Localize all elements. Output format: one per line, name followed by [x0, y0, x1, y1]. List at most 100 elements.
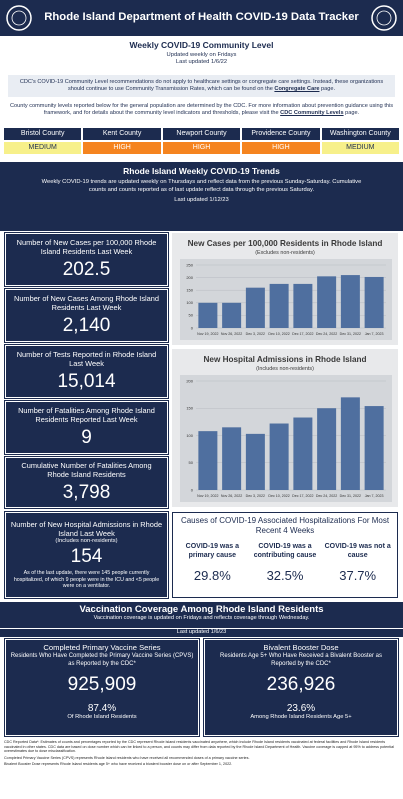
community-updated: Updated weekly on Fridays — [166, 52, 237, 58]
causes-list: COVID-19 was a primary cause 29.8% COVID-1… — [176, 543, 394, 583]
vaccine-title: Completed Primary Vaccine Series — [43, 643, 161, 652]
card-label: Number of New Cases per 100,000 Rhode Is… — [16, 238, 157, 256]
cause-label: COVID-19 was a primary cause — [185, 543, 239, 559]
x-tick-label: Dec 31, 2022 — [340, 494, 361, 498]
bar — [364, 276, 384, 328]
cause-value: 32.5% — [266, 568, 304, 583]
bar — [222, 427, 242, 490]
cause-value: 29.8% — [193, 568, 231, 583]
cause: COVID-19 was a primary cause 29.8% — [176, 543, 249, 583]
county-name: Kent County — [82, 127, 162, 141]
community-title: Weekly COVID-19 Community Level — [129, 40, 274, 50]
x-tick-label: Jan 7, 2023 — [365, 332, 384, 336]
bar — [317, 408, 337, 490]
y-tick-label: 200 — [186, 275, 193, 280]
chart-title: New Cases per 100,000 Residents in Rhode… — [188, 239, 383, 248]
bar — [364, 406, 384, 490]
cause-value: 37.7% — [339, 568, 377, 583]
footnote: Completed Primary Vaccine Series (CPVS) … — [4, 755, 250, 760]
vaccination-last-updated: Last updated 1/6/23 — [0, 629, 403, 637]
trends-title: Rhode Island Weekly COVID-19 Trends — [123, 166, 280, 176]
y-tick-label: 250 — [186, 262, 193, 267]
x-tick-label: Dec 10, 2022 — [268, 332, 289, 336]
y-tick-label: 150 — [186, 406, 193, 411]
card-value: 3,798 — [62, 482, 111, 503]
x-tick-label: Dec 10, 2022 — [268, 494, 289, 498]
x-tick-label: Dec 17, 2022 — [292, 494, 313, 498]
text: page. — [319, 86, 336, 92]
chart: New Cases per 100,000 Residents in Rhode… — [172, 233, 398, 345]
text: CDC's COVID-19 Community Level recommend… — [19, 79, 384, 92]
card-note: (Includes non-residents) — [55, 538, 118, 545]
causes-title: Causes of COVID-19 Associated Hospitaliz… — [180, 516, 390, 535]
vaccine-percent: 23.6% — [286, 703, 316, 714]
notice: CDC's COVID-19 Community Level recommend… — [8, 75, 395, 97]
x-tick-label: Nov 26, 2022 — [221, 494, 242, 498]
x-tick-label: Dec 24, 2022 — [316, 494, 337, 498]
cause-label: COVID-19 was not a cause — [324, 543, 391, 559]
county-level: MEDIUM — [3, 141, 83, 155]
logo — [6, 5, 32, 31]
bar — [340, 275, 360, 328]
county-table: Bristol County MEDIUM Kent County HIGH Newpo… — [3, 127, 401, 155]
vaccine-subtitle: Residents Who Have Completed the Primary… — [10, 653, 194, 667]
county: Bristol County MEDIUM — [3, 127, 83, 155]
county: Washington County MEDIUM — [320, 127, 401, 155]
x-tick-label: Dec 3, 2022 — [246, 332, 265, 336]
county: Providence County HIGH — [241, 127, 321, 155]
card-label: Number of New Cases Among Rhode Island R… — [13, 294, 159, 312]
county: Kent County HIGH — [82, 127, 162, 155]
card-value: 9 — [81, 427, 92, 448]
county: Newport County HIGH — [161, 127, 242, 155]
x-tick-label: Jan 7, 2023 — [365, 494, 384, 498]
y-tick-label: 50 — [189, 313, 194, 318]
vaccination-description: Vaccination coverage is updated on Frida… — [93, 615, 310, 621]
vaccine-percent-label: Among Rhode Island Residents Age 5+ — [250, 714, 352, 720]
y-tick-label: 200 — [186, 378, 193, 383]
footnotes: CDC Reported Data*: Estimates of counts … — [4, 740, 399, 769]
vaccine-card: Completed Primary Vaccine Series Resident… — [4, 638, 200, 737]
link[interactable]: Congregate Care — [274, 86, 320, 92]
stat-card: Cumulative Number of Fatalities Among Rh… — [4, 456, 169, 509]
text: County community levels reported below f… — [9, 103, 394, 116]
y-tick-label: 0 — [191, 325, 194, 330]
bar — [245, 433, 265, 490]
bar — [340, 397, 360, 490]
x-tick-label: Dec 24, 2022 — [316, 332, 337, 336]
logo — [371, 5, 397, 31]
bar — [245, 287, 265, 328]
vaccine-value: 925,909 — [67, 674, 137, 695]
bar — [198, 302, 218, 328]
county-level: MEDIUM — [320, 141, 401, 155]
stat-card: Number of Fatalities Among Rhode Island … — [4, 400, 169, 455]
chart-subtitle: (Excludes non-residents) — [255, 250, 315, 256]
vaccination-header: Vaccination Coverage Among Rhode Island … — [0, 602, 403, 628]
vaccine-subtitle: Residents Age 5+ Who Have Received a Biv… — [220, 653, 382, 667]
card-label: Cumulative Number of Fatalities Among Rh… — [21, 461, 152, 479]
card-detail: As of the last update, there were 145 pe… — [13, 570, 160, 590]
bar — [317, 276, 337, 328]
causes-card: Causes of COVID-19 Associated Hospitaliz… — [172, 512, 398, 598]
card-label: Number of Fatalities Among Rhode Island … — [18, 406, 155, 424]
cause: COVID-19 was a contributing cause 32.5% — [249, 543, 322, 583]
x-tick-label: Nov 19, 2022 — [197, 332, 218, 336]
y-tick-label: 100 — [186, 300, 193, 305]
x-tick-label: Dec 31, 2022 — [340, 332, 361, 336]
trends-header: Rhode Island Weekly COVID-19 Trends Week… — [0, 162, 403, 231]
vaccine-title: Bivalent Booster Dose — [263, 643, 339, 652]
bar — [198, 431, 218, 490]
x-tick-label: Nov 19, 2022 — [197, 494, 218, 498]
vaccine-value: 236,926 — [266, 674, 336, 695]
county-name: Providence County — [241, 127, 321, 141]
link[interactable]: CDC Community Levels — [280, 110, 344, 116]
county-level: HIGH — [161, 141, 242, 155]
vaccine-card: Bivalent Booster Dose Residents Age 5+ Wh… — [203, 638, 399, 737]
county-level: HIGH — [82, 141, 162, 155]
chart: New Hospital Admissions in Rhode Island (… — [172, 349, 398, 507]
county-name: Bristol County — [3, 127, 83, 141]
card-value: 2,140 — [62, 315, 111, 336]
county-name: Newport County — [161, 127, 242, 141]
card-label: Number of Tests Reported in Rhode Island… — [16, 350, 157, 368]
header-title: Rhode Island Department of Health COVID-… — [44, 11, 359, 23]
